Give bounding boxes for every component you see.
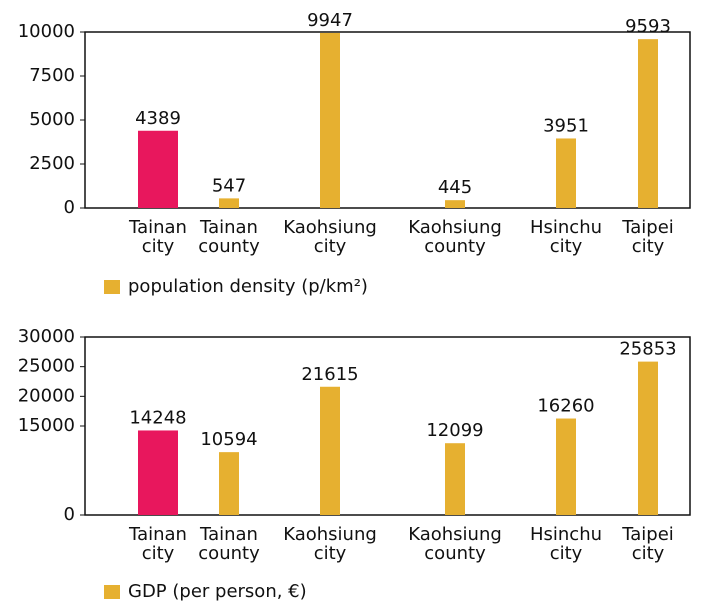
value-label: 9593 xyxy=(625,16,671,37)
bar xyxy=(445,443,465,515)
x-tick-label: Tainan xyxy=(199,217,258,238)
bar xyxy=(445,200,465,208)
x-tick-label: county xyxy=(198,543,260,564)
x-tick-label: Kaohsiung xyxy=(283,217,377,238)
x-tick-label: city xyxy=(142,543,175,564)
y-tick-label: 30000 xyxy=(18,326,75,347)
bar xyxy=(320,32,340,208)
value-label: 25853 xyxy=(619,339,676,360)
y-tick-label: 15000 xyxy=(18,415,75,436)
bar xyxy=(219,198,239,208)
bar xyxy=(556,418,576,515)
value-label: 14248 xyxy=(129,407,186,428)
value-label: 4389 xyxy=(135,108,181,129)
x-tick-label: Hsinchu xyxy=(530,217,602,238)
bar xyxy=(219,452,239,515)
x-tick-label: Taipei xyxy=(621,524,674,545)
y-tick-label: 10000 xyxy=(18,21,75,42)
bar xyxy=(556,138,576,208)
value-label: 9947 xyxy=(307,10,353,31)
y-tick-label: 20000 xyxy=(18,385,75,406)
legend-label: GDP (per person, €) xyxy=(128,581,307,602)
x-tick-label: Kaohsiung xyxy=(408,217,502,238)
x-tick-label: city xyxy=(314,236,347,257)
x-tick-label: city xyxy=(632,543,665,564)
value-label: 21615 xyxy=(301,364,358,385)
value-label: 10594 xyxy=(200,429,257,450)
y-tick-label: 7500 xyxy=(29,65,75,86)
x-tick-label: Hsinchu xyxy=(530,524,602,545)
x-tick-label: city xyxy=(550,236,583,257)
value-label: 3951 xyxy=(543,115,589,136)
bar xyxy=(138,430,178,515)
x-tick-label: city xyxy=(314,543,347,564)
value-label: 12099 xyxy=(426,420,483,441)
x-tick-label: Kaohsiung xyxy=(408,524,502,545)
y-tick-label: 0 xyxy=(64,504,75,525)
value-label: 445 xyxy=(438,177,472,198)
y-tick-label: 5000 xyxy=(29,109,75,130)
bar xyxy=(638,361,658,515)
legend-label: population density (p/km²) xyxy=(128,276,368,297)
x-tick-label: county xyxy=(424,236,486,257)
x-tick-label: Tainan xyxy=(128,217,187,238)
x-tick-label: Taipei xyxy=(621,217,674,238)
y-tick-label: 0 xyxy=(64,197,75,218)
x-tick-label: Tainan xyxy=(128,524,187,545)
y-tick-label: 2500 xyxy=(29,153,75,174)
value-label: 547 xyxy=(212,175,246,196)
x-tick-label: city xyxy=(632,236,665,257)
bar xyxy=(638,39,658,208)
x-tick-label: county xyxy=(424,543,486,564)
x-tick-label: city xyxy=(142,236,175,257)
bar xyxy=(320,386,340,515)
value-label: 16260 xyxy=(537,396,594,417)
x-tick-label: Tainan xyxy=(199,524,258,545)
y-tick-label: 25000 xyxy=(18,356,75,377)
x-tick-label: county xyxy=(198,236,260,257)
x-tick-label: Kaohsiung xyxy=(283,524,377,545)
bar xyxy=(138,130,178,208)
legend-swatch xyxy=(104,585,120,599)
x-tick-label: city xyxy=(550,543,583,564)
legend-swatch xyxy=(104,280,120,294)
